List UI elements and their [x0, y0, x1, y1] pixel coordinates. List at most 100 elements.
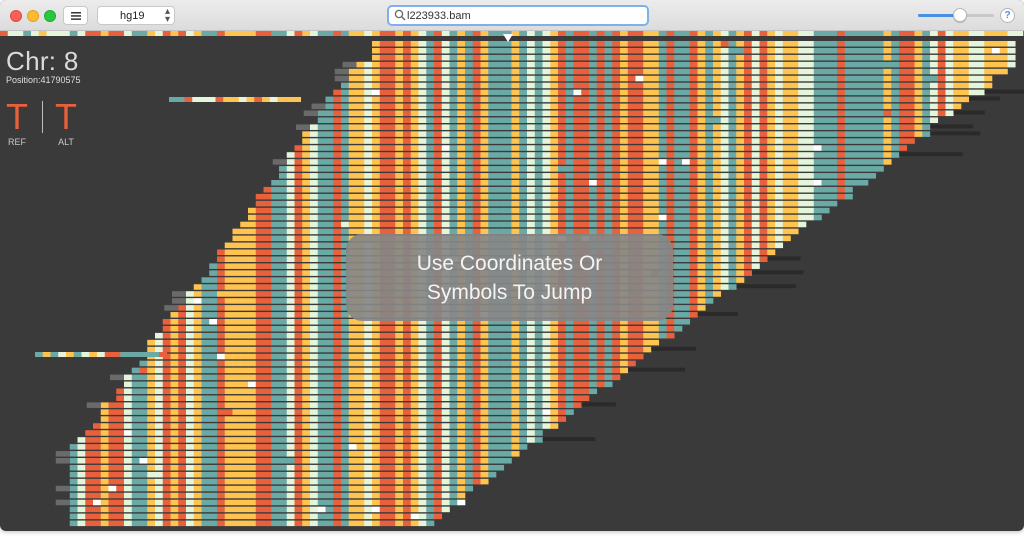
read-base — [542, 325, 551, 332]
read-base — [418, 200, 427, 207]
reference-base — [480, 31, 489, 36]
read-base — [643, 96, 652, 103]
read-base — [170, 444, 179, 450]
read-base — [767, 193, 776, 200]
read-base — [333, 346, 342, 353]
read-base — [317, 159, 326, 165]
zoom-window-button[interactable] — [44, 10, 56, 22]
read-base — [744, 263, 753, 269]
read-base — [341, 263, 350, 269]
read-alignment-view[interactable] — [0, 31, 1024, 531]
read-base — [488, 221, 497, 228]
read-base — [255, 395, 264, 401]
reference-base — [325, 31, 334, 36]
read-base — [976, 47, 985, 54]
read-base — [255, 381, 264, 388]
read-base — [472, 131, 481, 137]
read-base — [348, 430, 357, 436]
read-base — [666, 131, 675, 137]
read-base — [635, 96, 644, 103]
menu-button[interactable] — [63, 6, 88, 25]
read-base — [310, 145, 319, 151]
read-base — [356, 471, 365, 478]
read-base — [255, 471, 264, 478]
read-base — [302, 471, 311, 478]
search-field[interactable] — [387, 5, 649, 26]
read-base — [341, 478, 350, 485]
read-base — [620, 61, 629, 68]
read-base — [751, 96, 760, 103]
read-base — [302, 138, 311, 144]
read-base — [620, 117, 629, 123]
read-base — [372, 409, 381, 415]
read-base — [333, 360, 342, 367]
read-base — [434, 214, 443, 221]
read-base — [860, 75, 869, 82]
read-base — [209, 353, 218, 360]
read-base — [449, 193, 458, 200]
read-base — [806, 159, 815, 165]
read-base — [356, 444, 365, 450]
read-base — [992, 61, 1001, 68]
read-base — [286, 256, 295, 262]
read-base — [658, 145, 667, 151]
genome-select[interactable]: hg19 ▴ ▾ — [97, 6, 175, 25]
read-base — [511, 367, 520, 374]
read-base — [844, 103, 853, 110]
read-base — [139, 444, 148, 450]
read-base — [271, 492, 280, 499]
read-base — [821, 200, 830, 207]
read-base — [472, 110, 481, 117]
read-base — [465, 180, 474, 186]
read-base — [294, 221, 303, 228]
read-base — [542, 186, 551, 193]
read-base — [813, 54, 822, 61]
read-base — [426, 89, 435, 96]
read-base — [682, 277, 691, 283]
read-base — [124, 478, 133, 485]
reference-base — [573, 31, 582, 36]
read-base — [558, 138, 567, 144]
read-base — [751, 131, 760, 137]
read-base — [379, 193, 388, 200]
zoom-slider[interactable] — [918, 8, 994, 22]
help-button[interactable]: ? — [1000, 8, 1015, 23]
read-base — [333, 374, 342, 381]
read-base — [875, 138, 884, 144]
read-base — [558, 186, 567, 193]
read-base — [953, 89, 962, 96]
read-base — [395, 82, 404, 89]
read-base — [612, 360, 621, 367]
read-base — [302, 416, 311, 422]
read-base — [635, 186, 644, 193]
read-base — [465, 451, 474, 457]
read-base — [449, 499, 458, 506]
read-base — [542, 367, 551, 374]
read-base — [162, 381, 171, 388]
read-base — [736, 61, 745, 68]
read-base — [449, 110, 458, 117]
zoom-slider-knob[interactable] — [952, 8, 967, 22]
read-base — [705, 47, 714, 54]
read-base — [395, 96, 404, 103]
read-base — [325, 131, 334, 137]
read-base — [395, 193, 404, 200]
read-base — [379, 186, 388, 193]
read-base — [286, 353, 295, 360]
minimize-window-button[interactable] — [27, 10, 39, 22]
read-base — [201, 332, 210, 339]
reference-base — [953, 31, 962, 36]
read-base — [767, 138, 776, 144]
read-base — [131, 464, 140, 471]
read-base — [341, 305, 350, 311]
read-base — [953, 68, 962, 75]
read-base — [465, 402, 474, 408]
read-base — [519, 186, 528, 193]
read-base — [922, 117, 931, 123]
close-window-button[interactable] — [10, 10, 22, 22]
read-base — [604, 193, 613, 200]
read-base — [844, 173, 853, 179]
search-input[interactable] — [407, 8, 637, 23]
read-base — [775, 228, 784, 235]
read-base — [310, 173, 319, 179]
